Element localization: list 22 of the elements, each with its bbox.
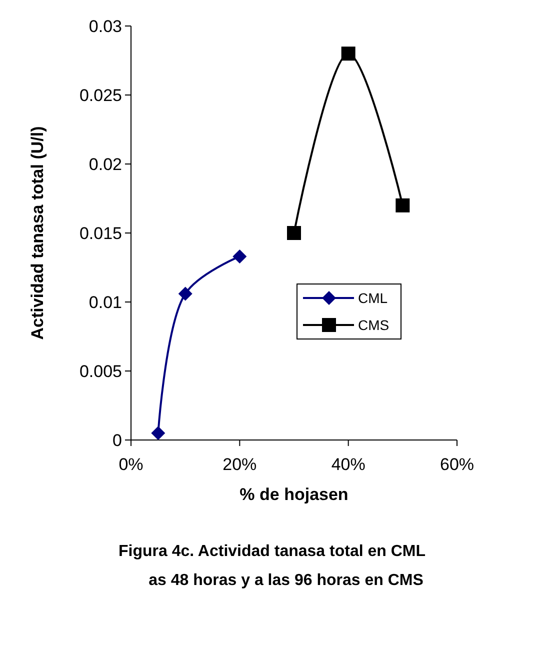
y-tick-label: 0.01 — [88, 292, 122, 312]
x-tick-label: 60% — [440, 455, 474, 474]
y-tick-label: 0.015 — [79, 224, 122, 243]
legend-label: CMS — [358, 316, 390, 333]
y-tick-label: 0.025 — [79, 86, 122, 105]
point — [232, 249, 247, 264]
x-tick-label: 40% — [331, 455, 366, 474]
y-tick-label: 0 — [112, 430, 122, 450]
y-axis-title: Actividad tanasa total (U/l) — [28, 126, 47, 340]
point — [178, 286, 192, 301]
x-tick-label: 0% — [118, 455, 144, 474]
point — [287, 226, 301, 240]
y-tick-label: 0.03 — [88, 16, 122, 36]
point — [396, 198, 410, 212]
y-tick-label: 0.005 — [79, 362, 122, 381]
legend-label: CML — [358, 290, 388, 306]
text: Figura 4c. Actividad tanasa total en CML as 48 horas y a las 96 horas en CMS — [118, 543, 426, 589]
x-tick-label: 20% — [222, 455, 257, 474]
point — [341, 46, 356, 61]
point — [151, 426, 166, 440]
y-tick-label: 0.02 — [88, 154, 122, 174]
x-axis-title: % de hojasen — [240, 485, 348, 504]
